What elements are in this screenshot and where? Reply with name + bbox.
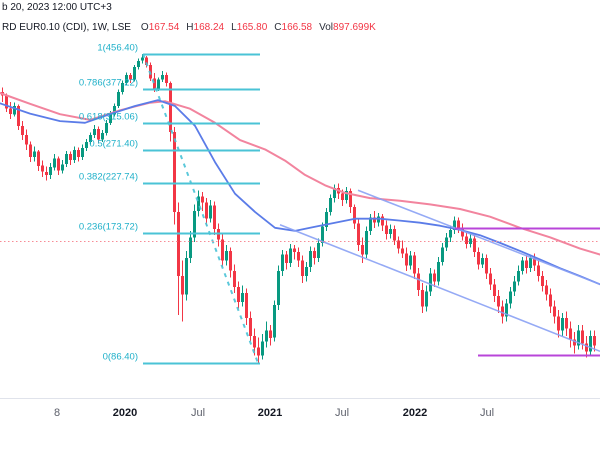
close-quote: C166.58 (274, 22, 312, 33)
fib-level-label: 0(86.40) (103, 352, 138, 363)
low-quote: L165.80 (231, 22, 267, 33)
bottom-gutter (0, 428, 600, 450)
ma-line-blue[interactable] (0, 99, 600, 286)
fib-level-label: 0.5(271.40) (89, 139, 138, 150)
price-chart[interactable]: 1(456.40) 0.786(377.22) 0.618(315.06) 0.5(2… (0, 0, 600, 398)
low-label: L (231, 22, 237, 33)
fib-retracement[interactable]: 1(456.40) 0.786(377.22) 0.618(315.06) 0.5(2… (79, 43, 260, 365)
open-value: 167.54 (148, 22, 180, 33)
open-quote: O167.54 (141, 22, 179, 33)
time-axis-year-label: 2021 (257, 407, 283, 419)
time-axis-month-label: Jul (190, 407, 206, 419)
volume-quote: Vol897.699K (319, 22, 376, 33)
high-label: H (186, 22, 194, 33)
time-axis-year-label: 2022 (402, 407, 428, 419)
time-axis-month-label: 8 (53, 407, 61, 419)
close-value: 166.58 (281, 22, 313, 33)
chart-legend: b 20, 2023 12:00 UTC+3 RD EUR0.10 (CDI),… (2, 2, 383, 33)
fib-level-label: 0.786(377.22) (79, 78, 138, 89)
open-label: O (140, 22, 149, 33)
symbol-ohlc-row: RD EUR0.10 (CDI), 1W, LSE O167.54 H168.2… (2, 22, 383, 33)
fib-level-label: 1(456.40) (97, 43, 138, 54)
fib-level-label: 0.618(315.06) (79, 112, 138, 123)
purple-level-lines[interactable] (455, 227, 600, 357)
high-quote: H168.24 (186, 22, 224, 33)
time-axis-month-label: Jul (334, 407, 350, 419)
candles-series[interactable] (1, 54, 596, 363)
fib-level-label: 0.382(227.74) (79, 172, 138, 183)
fib-level-label: 0.236(173.72) (79, 222, 138, 233)
time-axis[interactable]: 8 2020 Jul 2021 Jul 2022 Jul (0, 398, 600, 429)
high-value: 168.24 (193, 22, 225, 33)
volume-label: Vol (319, 22, 334, 33)
close-label: C (274, 22, 282, 33)
time-axis-month-label: Jul (479, 407, 495, 419)
symbol-title[interactable]: RD EUR0.10 (CDI), 1W, LSE (2, 22, 131, 33)
time-axis-year-label: 2020 (112, 407, 138, 419)
chart-datetime: b 20, 2023 12:00 UTC+3 (2, 2, 112, 13)
low-value: 165.80 (236, 22, 268, 33)
trend-channel[interactable] (279, 189, 600, 353)
volume-value: 897.699K (333, 22, 376, 33)
